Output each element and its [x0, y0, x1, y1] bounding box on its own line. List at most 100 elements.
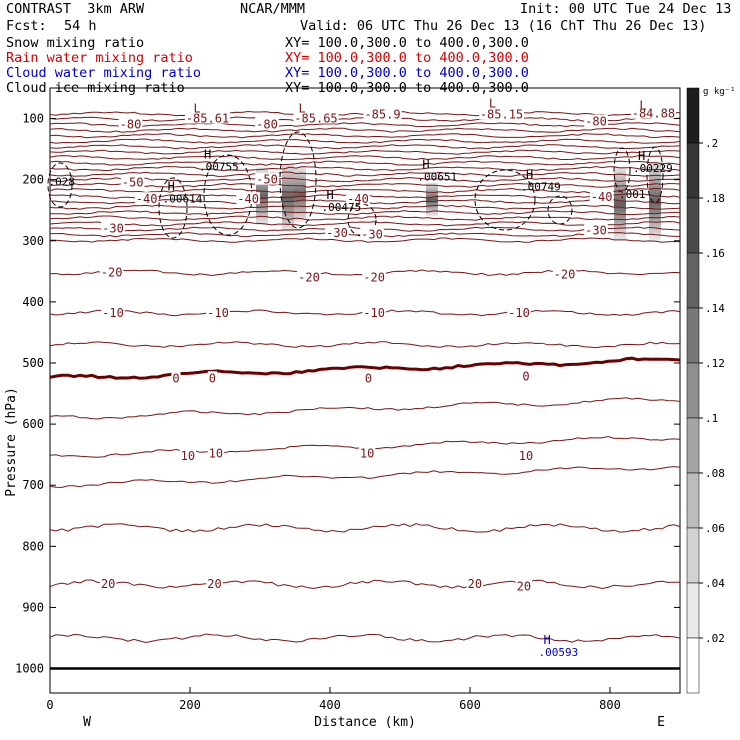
isotherm-label-bg [184, 111, 231, 124]
isotherm-label-bg [552, 267, 577, 280]
cloud-ice-contour [646, 146, 664, 204]
y-tick-label: 400 [22, 295, 44, 309]
isotherm-label-bg [630, 106, 676, 119]
snow-shading-column [426, 182, 438, 217]
extremum-value: .001 [619, 188, 646, 201]
cloud-ice-contour [347, 203, 377, 237]
extremum-symbol: H [544, 633, 551, 647]
extremum-symbol: H [526, 167, 533, 181]
isotherm-label: 0 [172, 371, 179, 385]
isotherm-label: -30 [102, 222, 124, 236]
isotherm-label-bg [346, 192, 370, 205]
colorbar-tick-label: .06 [705, 522, 725, 535]
extremum-symbol: L [299, 101, 306, 115]
colorbar-segment [686, 637, 700, 694]
model-title: CONTRAST 3km ARW [6, 1, 145, 17]
isotherm-label-bg [207, 371, 217, 384]
east-label: E [657, 715, 665, 730]
isotherm-label-bg [515, 579, 533, 592]
field-name-snow: Snow mixing ratio [6, 35, 145, 51]
isotherm-label: -10 [508, 306, 530, 320]
isotherm-label: 10 [360, 446, 374, 460]
isotherm-label: 10 [209, 446, 223, 460]
isotherm-label: 0 [522, 369, 529, 383]
isotherm-line [49, 397, 681, 420]
isotherm-label: -85.15 [480, 107, 523, 121]
extremum-value: .00475 [322, 201, 362, 214]
extremum-value: .00749 [521, 180, 561, 193]
isotherm-line [49, 187, 681, 194]
y-tick-label: 200 [22, 173, 44, 187]
cloud-ice-contour [47, 162, 73, 208]
isotherm-label-bg [179, 448, 197, 461]
isotherm-label-bg [206, 305, 230, 318]
isotherm-label-bg [584, 223, 608, 236]
isotherm-label-bg [521, 369, 531, 382]
isotherm-label: -80 [120, 118, 142, 132]
isotherm-label: -30 [326, 226, 348, 240]
extremum-symbol: H [638, 149, 645, 163]
y-tick-label: 300 [22, 234, 44, 248]
isotherm-label: -20 [298, 270, 320, 284]
isotherm-label: -85.9 [364, 107, 400, 121]
isotherm-label: 10 [519, 449, 533, 463]
isotherm-label: -85.61 [186, 112, 229, 126]
isotherm-label-bg [325, 225, 349, 238]
colorbar-segment [686, 87, 700, 144]
isotherm-line [50, 210, 680, 216]
isotherm-label-bg [134, 192, 159, 205]
isotherm-label-bg [99, 265, 124, 278]
y-tick-label: 900 [22, 600, 44, 614]
colorbar-segment [686, 582, 700, 639]
extremum-value: .00229 [633, 162, 673, 175]
isotherm-label: -84.88 [632, 107, 675, 121]
x-tick-label: 800 [599, 698, 621, 712]
isotherm-label: -30 [361, 228, 383, 242]
isotherm-label-bg [478, 107, 525, 120]
extremum-symbol: H [422, 158, 429, 172]
field-name-cloudwater: Cloud water mixing ratio [6, 65, 202, 81]
isotherm-label: -20 [101, 266, 123, 280]
isotherm-label: 10 [181, 449, 195, 463]
isotherm-line [49, 356, 681, 380]
isotherm-label: -30 [585, 223, 607, 237]
extremum-symbol: L [194, 101, 201, 115]
isotherm-line [49, 133, 681, 139]
isotherm-label-bg [362, 305, 386, 318]
isotherm-label: -40 [237, 192, 259, 206]
colorbar-unit: g kg⁻¹ [703, 87, 736, 97]
isotherm-line [49, 237, 681, 243]
isotherm-label: 20 [517, 580, 531, 594]
x-tick-label: 400 [319, 698, 341, 712]
isotherm-line [49, 165, 681, 172]
isotherm-label: -40 [136, 192, 158, 206]
cloud-ice-contour [613, 147, 631, 193]
field-xy-rain: XY= 100.0,300.0 to 400.0,300.0 [285, 50, 529, 66]
colorbar-tick-label: .08 [705, 467, 725, 480]
isotherm-line [49, 182, 681, 188]
x-tick-label: 200 [179, 698, 201, 712]
extremum-value: .00755 [199, 160, 239, 173]
isotherm-label-bg [358, 446, 376, 459]
isotherm-label-bg [99, 577, 117, 590]
isotherm-line [49, 221, 681, 227]
isotherm-label: -20 [363, 270, 385, 284]
isotherm-label: -50 [256, 173, 278, 187]
x-tick-label: 0 [46, 698, 53, 712]
isotherm-line [49, 633, 681, 644]
fcst-label: Fcst: [6, 18, 47, 34]
isotherm-line [49, 149, 681, 155]
isotherm-label-bg [360, 227, 384, 240]
isotherm-label-bg [118, 117, 143, 130]
y-tick-label: 700 [22, 478, 44, 492]
org-label: NCAR/MMM [240, 1, 306, 17]
isotherm-label: -10 [363, 306, 385, 320]
isotherm-label-bg [507, 305, 531, 318]
isotherm-label: -80 [256, 118, 278, 132]
y-tick-label: 600 [22, 417, 44, 431]
isotherm-label-bg [171, 371, 181, 384]
isotherm-label-bg [584, 114, 608, 127]
colorbar-tick-label: .14 [705, 302, 725, 315]
colorbar-tick-label: .04 [705, 577, 725, 590]
